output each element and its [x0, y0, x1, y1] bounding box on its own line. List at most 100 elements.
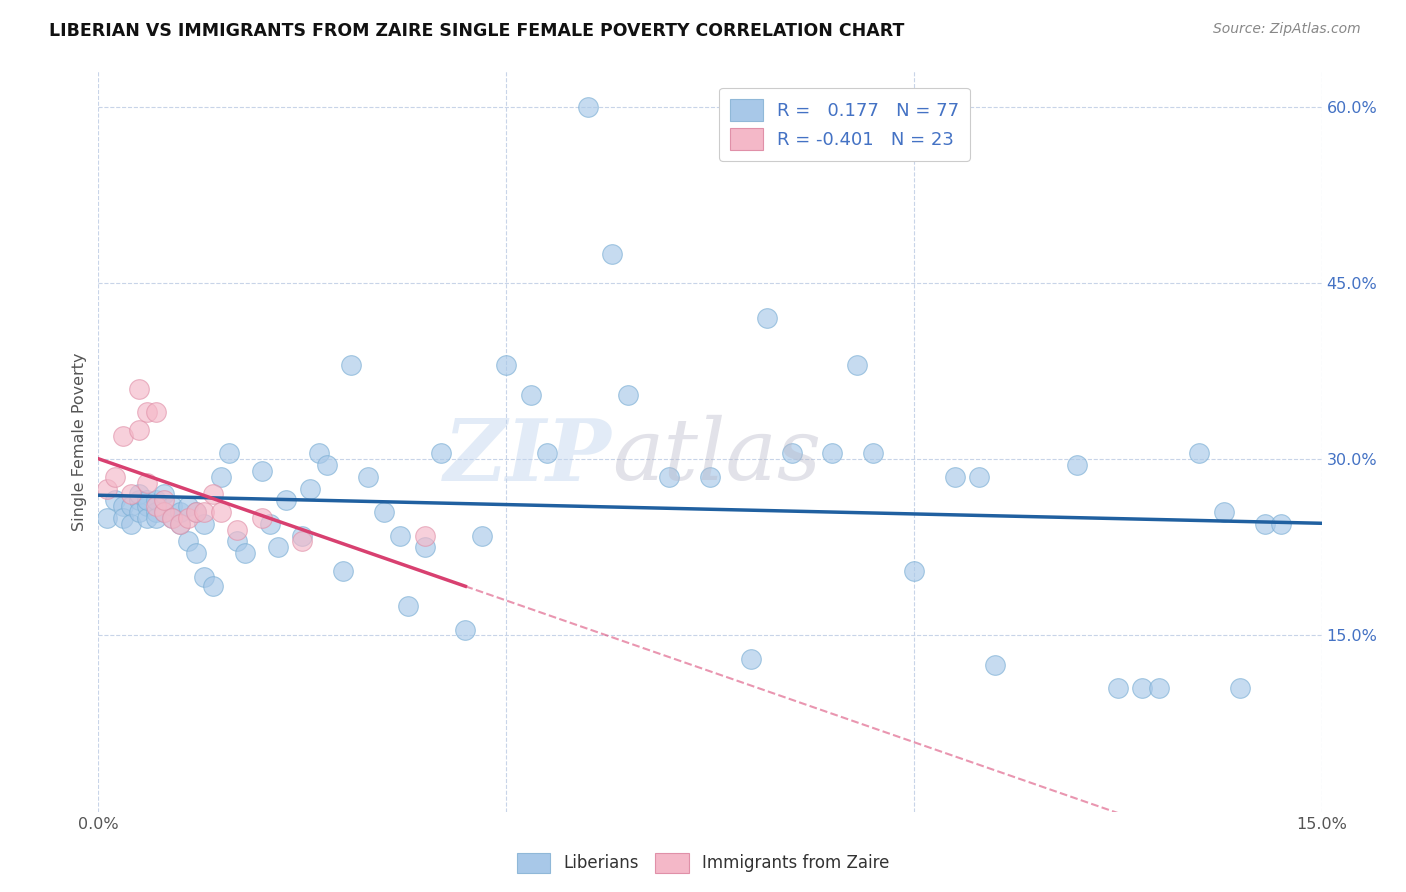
Point: [152, 493, 174, 508]
Point: [120, 516, 142, 531]
Point: [193, 516, 215, 531]
Point: [756, 311, 779, 326]
Point: [209, 505, 232, 519]
Point: [111, 511, 134, 525]
Point: [259, 516, 281, 531]
Point: [430, 446, 453, 460]
Point: [111, 499, 134, 513]
Point: [136, 475, 159, 490]
Point: [145, 499, 167, 513]
Point: [340, 358, 363, 372]
Text: atlas: atlas: [612, 415, 821, 498]
Point: [600, 246, 623, 260]
Point: [373, 505, 395, 519]
Point: [111, 428, 134, 442]
Point: [1253, 516, 1275, 531]
Point: [120, 499, 142, 513]
Point: [160, 511, 183, 525]
Point: [186, 546, 208, 560]
Point: [1270, 516, 1292, 531]
Point: [315, 458, 337, 472]
Point: [943, 470, 966, 484]
Point: [862, 446, 884, 460]
Point: [519, 387, 541, 401]
Point: [617, 387, 640, 401]
Point: [845, 358, 868, 372]
Point: [413, 528, 436, 542]
Point: [193, 570, 215, 584]
Point: [152, 487, 174, 501]
Point: [536, 446, 558, 460]
Point: [274, 493, 297, 508]
Point: [193, 505, 215, 519]
Point: [1066, 458, 1088, 472]
Point: [1130, 681, 1153, 696]
Point: [160, 511, 183, 525]
Point: [104, 493, 127, 508]
Point: [169, 505, 191, 519]
Point: [128, 382, 150, 396]
Point: [128, 487, 150, 501]
Point: [136, 511, 159, 525]
Point: [454, 623, 477, 637]
Point: [821, 446, 844, 460]
Point: [1229, 681, 1251, 696]
Point: [250, 511, 273, 525]
Text: Source: ZipAtlas.com: Source: ZipAtlas.com: [1213, 22, 1361, 37]
Point: [145, 505, 167, 519]
Point: [250, 464, 273, 478]
Point: [96, 511, 118, 525]
Point: [201, 487, 224, 501]
Text: ZIP: ZIP: [444, 415, 612, 498]
Point: [780, 446, 803, 460]
Point: [332, 564, 354, 578]
Point: [136, 499, 159, 513]
Point: [169, 516, 191, 531]
Point: [152, 505, 174, 519]
Point: [152, 505, 174, 519]
Point: [356, 470, 378, 484]
Point: [96, 482, 118, 496]
Point: [169, 516, 191, 531]
Point: [1188, 446, 1211, 460]
Point: [209, 470, 232, 484]
Point: [471, 528, 494, 542]
Text: LIBERIAN VS IMMIGRANTS FROM ZAIRE SINGLE FEMALE POVERTY CORRELATION CHART: LIBERIAN VS IMMIGRANTS FROM ZAIRE SINGLE…: [49, 22, 904, 40]
Point: [177, 511, 200, 525]
Point: [128, 505, 150, 519]
Y-axis label: Single Female Poverty: Single Female Poverty: [72, 352, 87, 531]
Point: [128, 493, 150, 508]
Point: [389, 528, 412, 542]
Point: [658, 470, 681, 484]
Point: [396, 599, 419, 613]
Point: [145, 511, 167, 525]
Legend: R =   0.177   N = 77, R = -0.401   N = 23: R = 0.177 N = 77, R = -0.401 N = 23: [720, 87, 970, 161]
Point: [128, 423, 150, 437]
Point: [136, 493, 159, 508]
Point: [267, 541, 290, 555]
Point: [186, 505, 208, 519]
Point: [576, 100, 599, 114]
Point: [740, 652, 762, 666]
Point: [984, 657, 1007, 672]
Point: [291, 528, 314, 542]
Legend: Liberians, Immigrants from Zaire: Liberians, Immigrants from Zaire: [510, 847, 896, 880]
Point: [967, 470, 990, 484]
Point: [903, 564, 925, 578]
Point: [299, 482, 322, 496]
Point: [495, 358, 517, 372]
Point: [120, 487, 142, 501]
Point: [160, 499, 183, 513]
Point: [145, 493, 167, 508]
Point: [413, 541, 436, 555]
Point: [291, 534, 314, 549]
Point: [308, 446, 330, 460]
Point: [226, 523, 249, 537]
Point: [218, 446, 240, 460]
Point: [186, 505, 208, 519]
Point: [699, 470, 721, 484]
Point: [233, 546, 256, 560]
Point: [226, 534, 249, 549]
Point: [201, 579, 224, 593]
Point: [145, 405, 167, 419]
